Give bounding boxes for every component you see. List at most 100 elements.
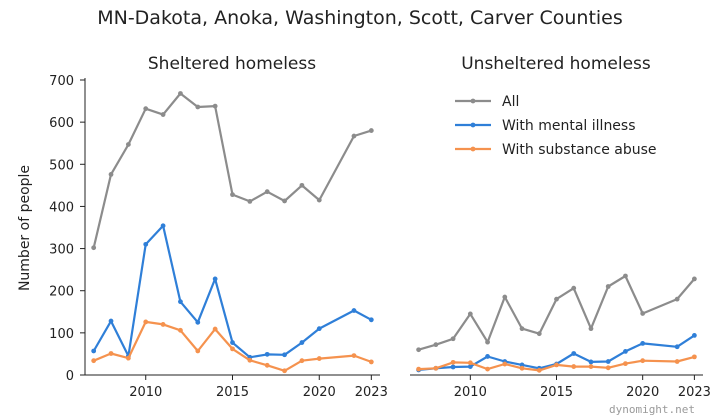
data-point-all <box>143 106 149 112</box>
y-tick-label: 500 <box>49 158 74 173</box>
y-tick-label: 0 <box>66 369 74 384</box>
data-point-with-mental-illness <box>316 326 322 332</box>
data-point-all <box>571 285 577 291</box>
watermark: dynomight.net <box>609 403 695 416</box>
figure-title: MN-Dakota, Anoka, Washington, Scott, Car… <box>97 7 623 29</box>
data-point-with-substance-abuse <box>195 348 201 354</box>
data-point-with-substance-abuse <box>519 365 525 371</box>
series-line-with-mental-illness <box>92 224 372 359</box>
data-point-with-mental-illness <box>450 364 456 370</box>
x-tick-label: 2010 <box>129 385 162 400</box>
y-axis-label: Number of people <box>17 165 33 291</box>
data-point-with-mental-illness <box>605 359 611 364</box>
data-point-with-substance-abuse <box>299 358 305 364</box>
data-point-with-substance-abuse <box>605 365 611 371</box>
series-line-all <box>92 92 372 248</box>
y-tick-label: 200 <box>49 285 74 300</box>
legend-marker-with-substance-abuse <box>470 146 476 152</box>
data-point-all <box>519 326 525 332</box>
data-point-all <box>160 112 166 117</box>
data-point-all <box>536 331 542 337</box>
legend-label-all: All <box>502 94 519 110</box>
sheltered-panel: 2010 2015 2020 2023 0 100 200 300 400 500 600 700 <box>49 74 388 400</box>
data-point-with-mental-illness <box>282 352 287 358</box>
series-line-all <box>418 274 696 351</box>
data-point-with-mental-illness <box>691 332 697 338</box>
data-point-all <box>91 245 97 251</box>
data-point-all <box>299 182 305 188</box>
data-point-with-mental-illness <box>195 319 201 325</box>
legend-marker-with-mental-illness <box>470 122 476 128</box>
legend-marker-all <box>470 98 476 104</box>
data-point-with-mental-illness <box>178 299 183 305</box>
data-point-all <box>554 296 559 302</box>
data-point-with-mental-illness <box>588 359 594 365</box>
data-point-with-substance-abuse <box>282 368 287 374</box>
data-point-with-mental-illness <box>623 349 628 354</box>
data-point-with-mental-illness <box>299 340 305 345</box>
data-point-with-substance-abuse <box>212 326 218 332</box>
data-point-with-substance-abuse <box>230 346 235 352</box>
data-point-all <box>416 347 422 353</box>
x-tick-label: 2023 <box>678 385 711 400</box>
data-point-all <box>502 294 508 300</box>
panel-title-unsheltered: Unsheltered homeless <box>461 54 651 74</box>
y-tick-label: 100 <box>49 327 74 342</box>
legend: All With mental illness With substance abu… <box>455 94 657 158</box>
data-point-with-mental-illness <box>467 364 473 369</box>
data-point-with-substance-abuse <box>316 356 322 361</box>
data-point-with-mental-illness <box>108 318 114 324</box>
data-point-with-substance-abuse <box>247 357 253 363</box>
data-point-with-substance-abuse <box>554 362 559 368</box>
data-point-with-mental-illness <box>485 354 490 359</box>
data-point-with-mental-illness <box>674 344 680 350</box>
data-point-all <box>368 128 374 133</box>
data-point-all <box>264 189 270 195</box>
data-point-with-mental-illness <box>351 308 357 313</box>
data-point-with-mental-illness <box>91 348 97 354</box>
data-point-all <box>212 103 218 109</box>
data-point-all <box>691 276 697 282</box>
unsheltered-panel: 2010 2015 2020 2023 <box>410 273 711 400</box>
x-tick-label: 2023 <box>355 385 388 400</box>
data-point-all <box>230 192 235 198</box>
y-tick-label: 700 <box>49 74 74 89</box>
data-point-all <box>623 273 628 279</box>
data-point-all <box>108 172 114 177</box>
data-point-all <box>485 339 490 345</box>
data-point-with-substance-abuse <box>91 358 97 364</box>
data-point-with-substance-abuse <box>588 364 594 369</box>
data-point-all <box>467 311 473 317</box>
x-tick-label: 2020 <box>303 385 336 400</box>
data-point-all <box>640 311 646 316</box>
data-point-with-mental-illness <box>640 340 646 346</box>
data-point-all <box>125 142 131 147</box>
data-point-with-substance-abuse <box>368 359 374 365</box>
data-point-with-mental-illness <box>368 317 374 323</box>
data-point-with-substance-abuse <box>640 358 646 364</box>
series-line-with-substance-abuse <box>93 320 372 372</box>
data-point-with-substance-abuse <box>674 359 680 364</box>
data-point-with-mental-illness <box>212 276 218 282</box>
panel-title-sheltered: Sheltered homeless <box>148 54 316 74</box>
data-point-all <box>195 104 201 110</box>
data-point-all <box>351 133 357 139</box>
data-point-all <box>282 198 287 204</box>
data-point-all <box>316 197 322 203</box>
data-point-with-substance-abuse <box>450 359 456 365</box>
data-point-with-substance-abuse <box>433 365 439 371</box>
data-point-with-substance-abuse <box>467 360 473 366</box>
x-tick-label: 2015 <box>540 385 573 400</box>
data-point-with-substance-abuse <box>571 364 577 369</box>
data-point-with-mental-illness <box>571 351 577 356</box>
data-point-all <box>178 91 183 96</box>
data-point-all <box>433 342 439 348</box>
data-point-with-substance-abuse <box>125 355 131 361</box>
x-tick-label: 2010 <box>454 385 487 400</box>
data-point-with-substance-abuse <box>264 362 270 368</box>
legend-label-with-substance-abuse: With substance abuse <box>502 142 657 158</box>
data-point-with-substance-abuse <box>416 366 422 372</box>
data-point-with-substance-abuse <box>536 367 542 373</box>
data-point-with-substance-abuse <box>691 354 697 360</box>
